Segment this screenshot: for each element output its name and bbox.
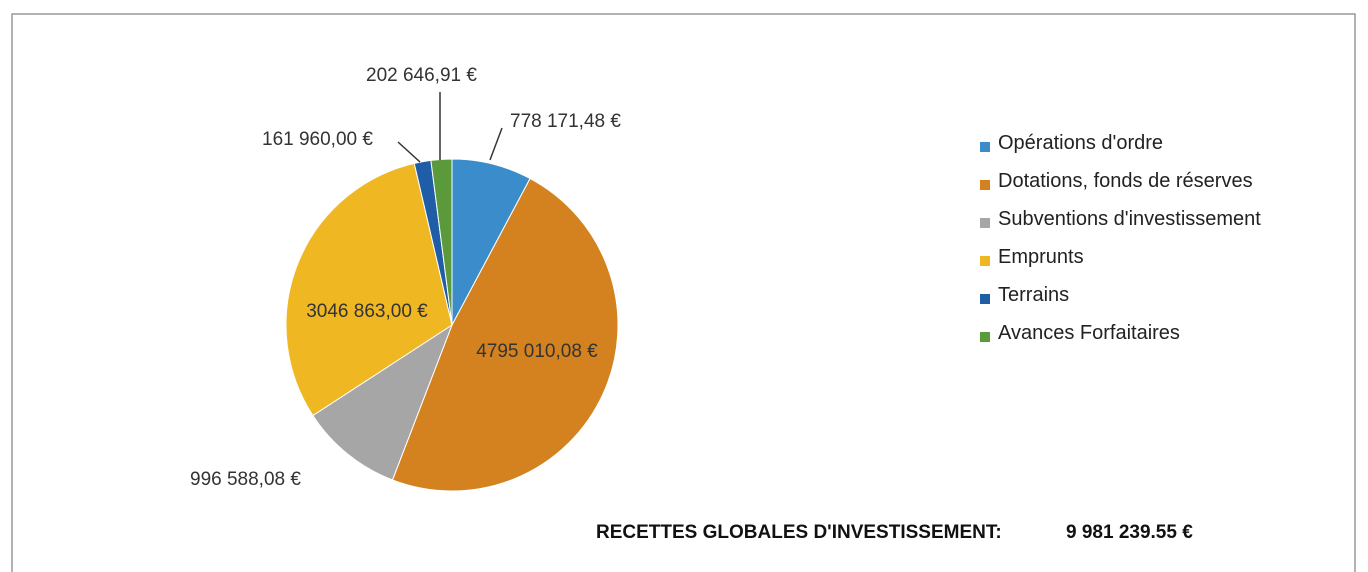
legend-entry: Subventions d'investissement <box>998 208 1261 230</box>
legend-swatch <box>980 332 990 342</box>
legend-entry: Dotations, fonds de réserves <box>998 170 1253 192</box>
legend-swatch <box>980 218 990 228</box>
data-label: 4795 010,08 € <box>476 341 598 362</box>
pie-slice <box>430 158 453 326</box>
data-label: 778 171,48 € <box>510 111 621 132</box>
legend-swatch <box>980 180 990 190</box>
data-label: 3046 863,00 € <box>306 301 428 322</box>
legend-swatch <box>980 294 990 304</box>
pie-slice <box>391 177 619 492</box>
data-label: 202 646,91 € <box>366 65 477 86</box>
pie-slice <box>312 323 454 481</box>
legend-swatch <box>980 256 990 266</box>
leader-line <box>397 141 421 163</box>
legend-entry: Terrains <box>998 284 1070 306</box>
frame <box>11 13 1356 572</box>
data-label: 996 588,08 € <box>190 469 301 490</box>
total-value: 9 981 239.55 € <box>1066 522 1193 543</box>
legend-entry: Opérations d'ordre <box>998 132 1164 154</box>
legend-entry: Emprunts <box>998 246 1084 268</box>
leader-line <box>489 127 503 161</box>
legend-entry: Avances Forfaitaires <box>998 322 1180 344</box>
legend-swatch <box>980 142 990 152</box>
total-caption: RECETTES GLOBALES D'INVESTISSEMENT: <box>596 522 1002 543</box>
pie-slice <box>285 162 453 417</box>
data-label: 161 960,00 € <box>262 129 373 150</box>
